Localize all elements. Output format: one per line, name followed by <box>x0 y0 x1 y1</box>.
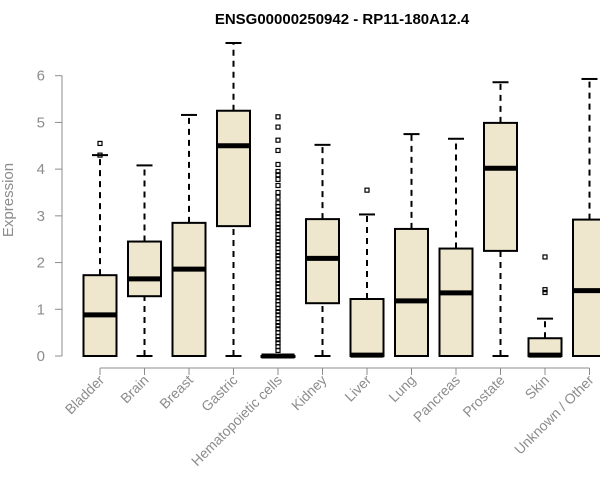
box-body <box>438 247 474 358</box>
y-axis: 0 1 2 3 4 5 6 <box>37 68 63 365</box>
outlier-point <box>275 137 281 143</box>
box-hematopoietic-cells <box>260 114 296 359</box>
outlier-point <box>275 337 281 343</box>
x-tick-label: Breast <box>156 372 196 412</box>
outlier-point <box>275 235 281 241</box>
outlier-point <box>275 333 281 339</box>
outlier-point <box>275 277 281 283</box>
y-tick-label: 1 <box>37 301 45 318</box>
box-prostate <box>483 81 518 357</box>
outlier-point <box>542 254 548 260</box>
x-tick-label: Unknown / Other <box>511 372 597 458</box>
box-bladder <box>82 140 118 358</box>
y-tick-label: 6 <box>37 68 45 85</box>
y-tick-label: 5 <box>37 114 45 131</box>
y-tick-label: 0 <box>37 348 45 365</box>
box-skin <box>527 254 563 358</box>
outlier-point <box>97 152 103 158</box>
outlier-point <box>275 189 281 196</box>
box-kidney <box>305 143 340 357</box>
box-pancreas <box>438 137 474 358</box>
x-tick-label: Lung <box>385 372 418 405</box>
outlier-point <box>275 168 281 175</box>
outlier-point <box>275 124 281 130</box>
outlier-point <box>275 172 281 178</box>
outlier-point <box>275 295 281 301</box>
x-tick-label: Skin <box>522 372 553 403</box>
x-tick-label: Kidney <box>288 372 330 414</box>
y-axis-label: Expression <box>0 163 17 237</box>
outlier-point <box>275 210 281 217</box>
outlier-point <box>275 207 281 213</box>
box-breast <box>171 113 207 357</box>
outlier-point <box>275 182 281 189</box>
outlier-point <box>275 263 281 269</box>
outlier-point <box>275 147 281 154</box>
x-tick-label: Bladder <box>62 372 108 418</box>
x-tick-label: Brain <box>117 372 151 406</box>
y-tick-label: 2 <box>37 255 45 272</box>
box-body <box>349 298 385 358</box>
x-tick-label: Gastric <box>198 372 241 415</box>
box-body <box>216 109 251 228</box>
outlier-point <box>364 187 370 193</box>
box-body <box>483 121 518 252</box>
box-body <box>305 218 340 305</box>
chart-title: ENSG00000250942 - RP11-180A12.4 <box>215 11 470 28</box>
box-body <box>171 221 207 357</box>
outlier-point <box>275 291 281 297</box>
outlier-point <box>275 114 281 120</box>
outlier-point <box>275 194 281 200</box>
box-liver <box>349 187 385 358</box>
box-body <box>394 227 429 358</box>
outlier-point <box>275 280 281 287</box>
x-tick-label: Liver <box>341 372 374 405</box>
outlier-point <box>275 266 281 273</box>
outlier-point <box>97 140 103 147</box>
y-tick-label: 3 <box>37 208 45 225</box>
box-lung <box>394 133 429 358</box>
outlier-point <box>275 305 281 311</box>
outlier-point <box>275 176 281 183</box>
x-tick-label: Prostate <box>459 372 507 420</box>
outlier-point <box>275 347 281 353</box>
outlier-point <box>275 224 281 231</box>
outlier-point <box>275 249 281 255</box>
outlier-point <box>275 161 281 168</box>
y-tick-label: 4 <box>37 161 45 178</box>
outlier-point <box>542 287 548 293</box>
outlier-point <box>542 289 548 296</box>
box-brain <box>127 164 162 357</box>
box-gastric <box>216 42 251 357</box>
box-body <box>572 218 600 357</box>
boxes <box>82 42 600 359</box>
box-unknown-other <box>572 77 600 357</box>
outlier-point <box>275 221 281 227</box>
outlier-point <box>275 319 281 325</box>
outlier-point <box>275 238 281 245</box>
outlier-point <box>275 252 281 259</box>
box-body <box>127 240 162 298</box>
x-tick-label: Pancreas <box>410 372 463 425</box>
outlier-point <box>275 323 281 329</box>
outlier-point <box>275 309 281 315</box>
